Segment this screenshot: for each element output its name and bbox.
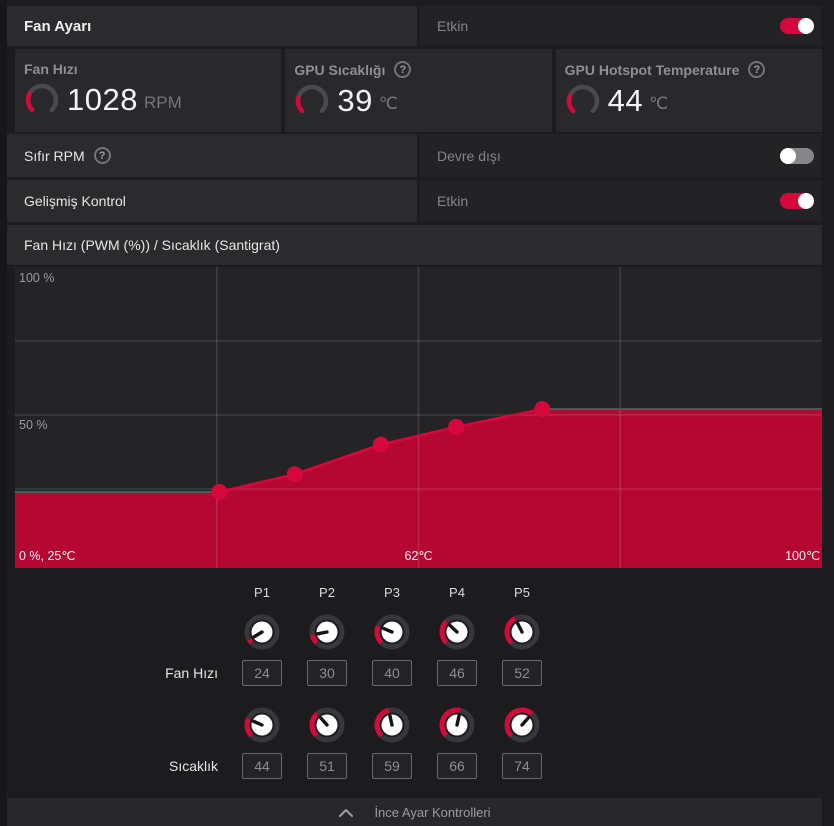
temp-value-input-p1[interactable]: [242, 753, 282, 779]
gpu-temp-unit: ℃: [378, 94, 398, 113]
zero-rpm-row: Sıfır RPM ? Devre dışı: [7, 134, 822, 177]
point-label-p3: P3: [384, 585, 400, 600]
temp-knob-p1[interactable]: [242, 705, 282, 745]
hotspot-temp-value: 44: [607, 83, 644, 118]
chart-title: Fan Hızı (PWM (%)) / Sıcaklık (Santigrat…: [24, 237, 280, 253]
gpu-temp-value: 39: [337, 83, 373, 118]
advanced-control-row: Gelişmiş Kontrol Etkin: [7, 180, 822, 222]
fan-speed-value: 1028: [67, 82, 138, 117]
toggle-knob: [780, 147, 796, 164]
page-title: Fan Ayarı: [24, 17, 92, 35]
gpu-temp-card: GPU Sıcaklığı ? 39 ℃: [285, 49, 552, 132]
advanced-control-label-cell: Gelişmiş Kontrol: [7, 180, 417, 222]
advanced-control-status-cell: Etkin: [420, 180, 822, 222]
temp-value-input-p5[interactable]: [502, 753, 542, 779]
zero-rpm-status: Devre dışı: [437, 147, 501, 164]
fan-value-input-p5[interactable]: [502, 660, 542, 686]
temp-knob-p4[interactable]: [437, 705, 477, 745]
fan-knob-p5[interactable]: [502, 612, 542, 652]
fan-curve-area: [15, 409, 822, 568]
temp-knob-p3[interactable]: [372, 705, 412, 745]
header-status: Etkin: [437, 18, 469, 34]
chart-title-cell: Fan Hızı (PWM (%)) / Sıcaklık (Santigrat…: [7, 225, 822, 265]
fan-curve-panel: 100 % 50 % 0 %, 25℃ 62℃ 100℃: [15, 267, 822, 568]
hotspot-temp-unit: ℃: [649, 94, 669, 113]
fan-speed-unit: RPM: [143, 93, 182, 112]
temp-knob-p2[interactable]: [307, 705, 347, 745]
gauge-icon: [25, 83, 59, 113]
help-icon[interactable]: ?: [394, 61, 412, 78]
fan-knob-p1[interactable]: [242, 612, 282, 652]
toggle-knob: [798, 18, 814, 34]
ytick-50: 50 %: [19, 418, 48, 432]
point-label-p1: P1: [254, 585, 270, 600]
fan-knob-p4[interactable]: [437, 612, 477, 652]
toggle-knob: [798, 193, 814, 209]
hotspot-temp-title: GPU Hotspot Temperature: [564, 61, 740, 78]
temp-value-input-p4[interactable]: [437, 753, 477, 779]
advanced-control-toggle[interactable]: [780, 193, 814, 209]
temp-value-input-p3[interactable]: [372, 753, 412, 779]
point-label-p5: P5: [514, 585, 530, 600]
fan-knob-p3[interactable]: [372, 612, 412, 652]
fan-value-input-p1[interactable]: [242, 660, 282, 686]
temp-value-input-p2[interactable]: [307, 753, 347, 779]
help-icon[interactable]: ?: [748, 61, 766, 78]
zero-rpm-label-cell: Sıfır RPM ?: [7, 134, 417, 177]
fan-speed-title: Fan Hızı: [24, 61, 78, 77]
header-row: Fan Ayarı Etkin: [7, 6, 822, 46]
zero-rpm-toggle[interactable]: [780, 147, 814, 164]
xtick-right: 100℃: [785, 549, 820, 563]
zero-rpm-status-cell: Devre dışı: [420, 134, 822, 177]
chevron-up-icon: [339, 808, 354, 817]
fine-tuning-collapse-bar[interactable]: İnce Ayar Kontrolleri: [7, 798, 822, 826]
fan-speed-card: Fan Hızı 1028 RPM: [15, 49, 282, 132]
gpu-temp-title: GPU Sıcaklığı: [294, 61, 386, 78]
advanced-control-status: Etkin: [437, 193, 469, 209]
metric-cards: Fan Hızı 1028 RPM GPU Sıcaklığı ? 39 ℃ G…: [15, 49, 822, 132]
fan-knob-p2[interactable]: [307, 612, 347, 652]
footer-label: İnce Ayar Kontrolleri: [374, 804, 491, 820]
fan-value-input-p2[interactable]: [307, 660, 347, 686]
fan-value-input-p3[interactable]: [372, 660, 412, 686]
tune-row-label-fan: Fan Hızı: [165, 665, 218, 681]
curve-point-p5[interactable]: [534, 401, 551, 418]
gauge-icon: [296, 84, 329, 114]
gauge-icon: [566, 84, 599, 114]
curve-point-p1[interactable]: [211, 483, 228, 500]
header-title-cell: Fan Ayarı: [7, 6, 417, 46]
curve-point-p3[interactable]: [372, 436, 389, 453]
fan-curve-chart[interactable]: 100 % 50 % 0 %, 25℃ 62℃ 100℃: [15, 267, 822, 568]
hotspot-temp-card: GPU Hotspot Temperature ? 44 ℃: [555, 49, 822, 132]
fan-tuning-toggle[interactable]: [780, 18, 814, 34]
fan-value-input-p4[interactable]: [437, 660, 477, 686]
tune-row-label-temp: Sıcaklık: [168, 758, 218, 774]
temp-knob-p5[interactable]: [502, 705, 542, 745]
curve-point-p2[interactable]: [286, 466, 303, 483]
chart-title-row: Fan Hızı (PWM (%)) / Sıcaklık (Santigrat…: [7, 225, 822, 265]
help-icon[interactable]: ?: [93, 147, 111, 164]
curve-point-p4[interactable]: [448, 418, 465, 435]
advanced-control-label: Gelişmiş Kontrol: [24, 193, 126, 209]
left-edge-strip: [0, 0, 7, 826]
header-status-cell: Etkin: [420, 6, 822, 46]
zero-rpm-label: Sıfır RPM: [24, 147, 85, 164]
point-label-p2: P2: [319, 585, 335, 600]
ytick-100: 100 %: [19, 271, 54, 285]
point-label-p4: P4: [449, 585, 465, 600]
xtick-middle: 62℃: [405, 549, 433, 563]
xtick-left: 0 %, 25℃: [19, 549, 75, 563]
